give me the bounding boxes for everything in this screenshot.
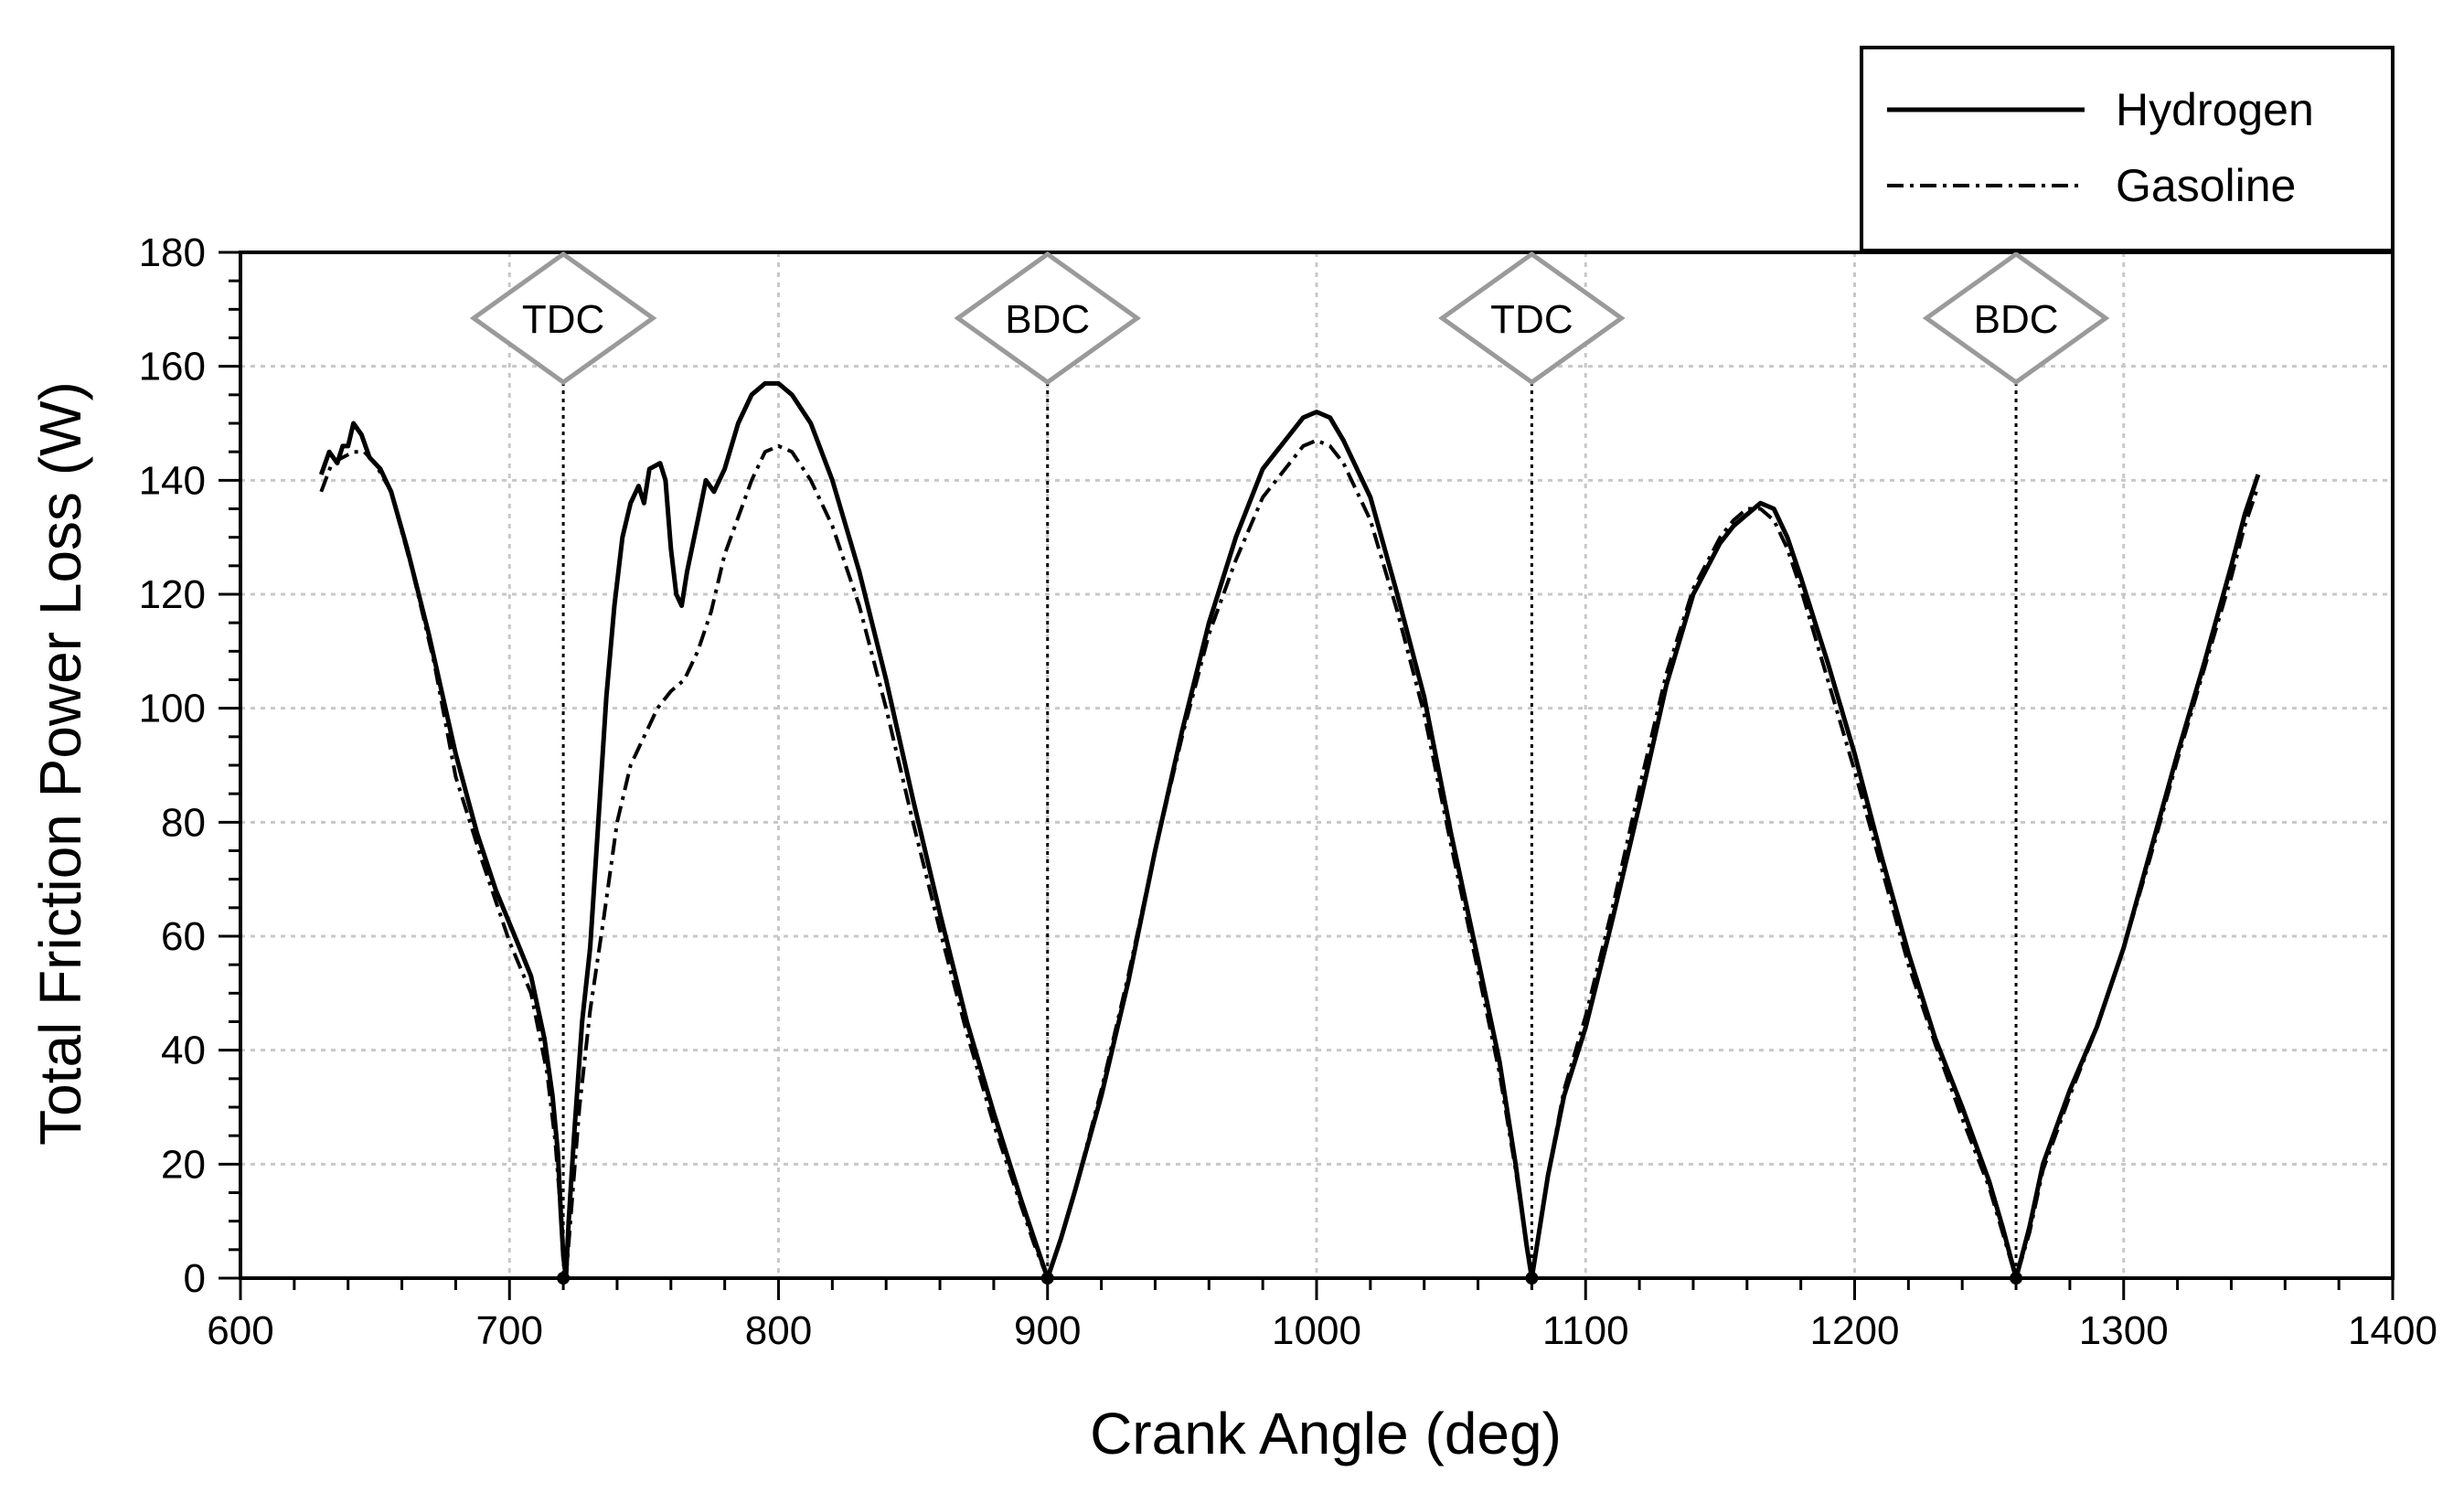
y-tick-label: 180 xyxy=(139,230,206,275)
crank-marker-lines xyxy=(561,382,2018,1278)
marker-badge-tdc xyxy=(1438,251,1626,386)
y-axis-title: Total Friction Power Loss (W) xyxy=(27,381,93,1146)
x-tick-label: 1200 xyxy=(1810,1308,1900,1353)
marker-point-tdc xyxy=(557,1272,571,1285)
series-line-hydrogen xyxy=(318,380,2261,1281)
y-tick-label: 100 xyxy=(139,687,206,731)
x-tick-label: 1300 xyxy=(2079,1308,2169,1353)
x-tick-label: 1400 xyxy=(2348,1308,2437,1353)
marker-point-tdc xyxy=(1525,1272,1539,1285)
legend-label-hydrogen: Hydrogen xyxy=(2116,84,2314,135)
x-tick-label: 1100 xyxy=(1542,1308,1629,1353)
series-line-gasoline xyxy=(319,438,2260,1280)
x-axis-title: Crank Angle (deg) xyxy=(1090,1401,1562,1466)
y-tick-label: 160 xyxy=(139,345,206,389)
x-tick-label: 800 xyxy=(745,1308,812,1353)
x-tick-label: 900 xyxy=(1014,1308,1081,1353)
x-tick-label: 600 xyxy=(207,1308,273,1353)
marker-badge-tdc xyxy=(469,251,657,386)
marker-label-bdc: BDC xyxy=(1005,297,1090,342)
marker-badge-bdc xyxy=(1922,251,2110,386)
y-tick-label: 80 xyxy=(161,800,206,845)
y-tick-label: 0 xyxy=(184,1256,206,1301)
marker-label-tdc: TDC xyxy=(522,297,604,342)
legend: Hydrogen Gasoline xyxy=(1860,46,2395,252)
y-tick-label: 20 xyxy=(161,1142,206,1187)
marker-label-tdc: TDC xyxy=(1490,297,1573,342)
series-lines xyxy=(318,380,2261,1281)
x-tick-label: 700 xyxy=(476,1308,543,1353)
marker-point-bdc xyxy=(1040,1272,1054,1285)
legend-box xyxy=(1860,46,2395,252)
marker-point-bdc xyxy=(2010,1272,2023,1285)
crank-marker-badges: TDC BDC TDC BDC xyxy=(469,251,2110,1285)
x-tick-label: 1000 xyxy=(1272,1308,1361,1353)
y-tick-label: 40 xyxy=(161,1029,206,1073)
marker-label-bdc: BDC xyxy=(1974,297,2059,342)
y-tick-label: 60 xyxy=(161,914,206,959)
axis-ticks: 600 700 800 900 1000 1100 1200 1300 1400 0 20 40 60 8… xyxy=(139,230,2437,1353)
legend-label-gasoline: Gasoline xyxy=(2116,160,2296,211)
y-tick-label: 140 xyxy=(139,458,206,503)
marker-badge-bdc xyxy=(954,251,1142,386)
y-tick-label: 120 xyxy=(139,572,206,617)
